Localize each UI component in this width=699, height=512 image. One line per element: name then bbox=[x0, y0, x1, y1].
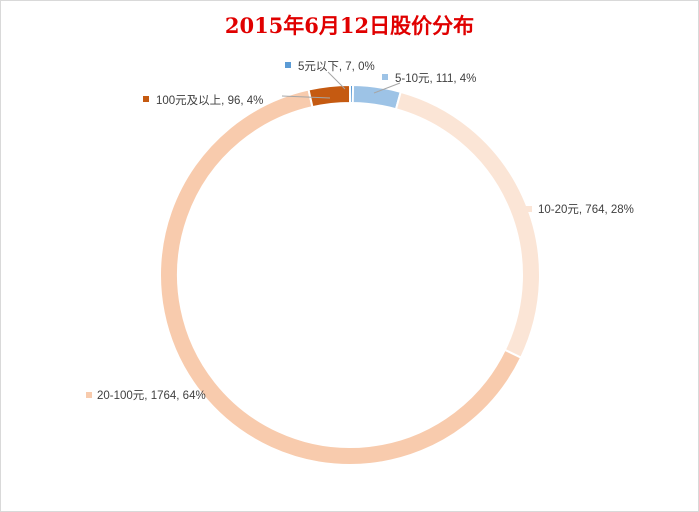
leader-line-4 bbox=[281, 95, 331, 99]
leader-lines-group bbox=[281, 71, 401, 99]
slice-1 bbox=[351, 84, 402, 111]
chart-title: 2015年6月12日股价分布 bbox=[224, 13, 475, 38]
data-label-2: 10-20元, 764, 28% bbox=[538, 204, 634, 216]
slice-2 bbox=[394, 90, 541, 360]
slice-4 bbox=[307, 83, 351, 109]
label-marker-2 bbox=[526, 206, 532, 212]
data-label-1: 5-10元, 111, 4% bbox=[395, 73, 476, 85]
data-label-4: 100元及以上, 96, 4% bbox=[156, 94, 263, 107]
data-label-3: 20-100元, 1764, 64% bbox=[97, 390, 206, 402]
label-marker-0 bbox=[285, 62, 291, 68]
label-marker-4 bbox=[143, 96, 149, 102]
leader-line-1 bbox=[373, 82, 401, 94]
labels-group: 5元以下, 7, 0% 5-10元, 111, 4% 10-20元, 764, 28… bbox=[86, 60, 634, 402]
leader-line-0 bbox=[327, 71, 346, 90]
slices-group bbox=[159, 83, 541, 466]
label-marker-1 bbox=[382, 74, 388, 80]
data-label-0: 5元以下, 7, 0% bbox=[298, 60, 375, 73]
label-marker-3 bbox=[86, 392, 92, 398]
